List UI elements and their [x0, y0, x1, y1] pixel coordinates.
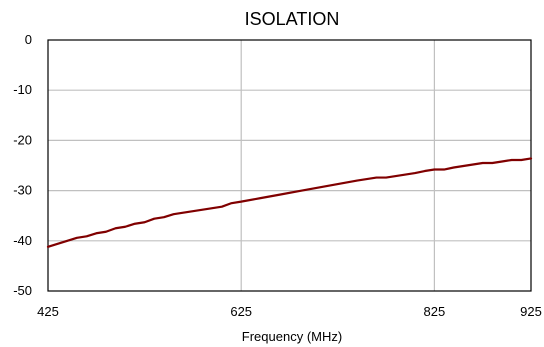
chart-title: ISOLATION — [245, 9, 340, 29]
x-tick-label: 425 — [37, 304, 59, 319]
x-axis-label: Frequency (MHz) — [242, 329, 342, 344]
series-lines — [46, 157, 533, 248]
x-tick-label: 825 — [424, 304, 446, 319]
series-line — [46, 157, 533, 248]
y-tick-label: -40 — [13, 233, 32, 248]
plot-frame — [47, 39, 532, 292]
y-tick-labels: 0 -10 -20 -30 -40 -50 — [13, 32, 32, 298]
y-tick-label: -20 — [13, 132, 32, 147]
y-tick-label: -30 — [13, 183, 32, 198]
y-tick-label: 0 — [25, 32, 32, 47]
x-tick-labels: 425 625 825 925 — [37, 304, 542, 319]
y-tick-label: -10 — [13, 82, 32, 97]
y-tick-label: -50 — [13, 283, 32, 298]
x-tick-label: 925 — [520, 304, 542, 319]
x-tick-label: 625 — [230, 304, 252, 319]
grid-lines — [48, 40, 531, 291]
